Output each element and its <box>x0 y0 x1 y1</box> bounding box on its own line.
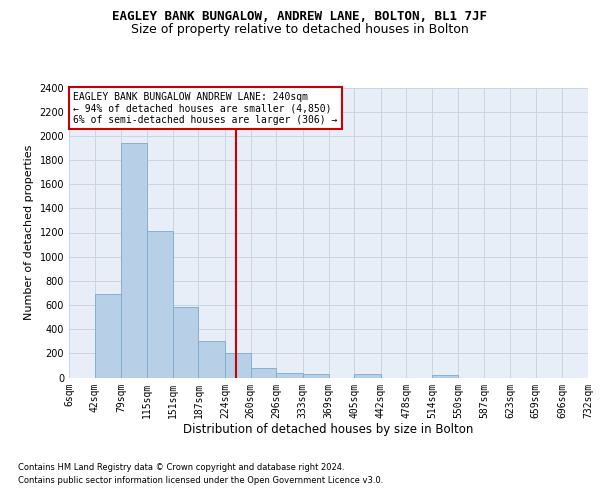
X-axis label: Distribution of detached houses by size in Bolton: Distribution of detached houses by size … <box>184 423 473 436</box>
Bar <box>121 143 147 378</box>
Text: Contains HM Land Registry data © Crown copyright and database right 2024.: Contains HM Land Registry data © Crown c… <box>18 464 344 472</box>
Bar <box>95 294 121 378</box>
Bar <box>277 373 303 378</box>
Bar <box>173 308 199 378</box>
Y-axis label: Number of detached properties: Number of detached properties <box>24 145 34 320</box>
Text: Contains public sector information licensed under the Open Government Licence v3: Contains public sector information licen… <box>18 476 383 485</box>
Bar <box>147 232 173 378</box>
Bar <box>432 376 458 378</box>
Text: Size of property relative to detached houses in Bolton: Size of property relative to detached ho… <box>131 22 469 36</box>
Bar <box>303 374 329 378</box>
Bar <box>354 374 380 378</box>
Bar <box>199 340 225 378</box>
Text: EAGLEY BANK BUNGALOW, ANDREW LANE, BOLTON, BL1 7JF: EAGLEY BANK BUNGALOW, ANDREW LANE, BOLTO… <box>113 10 487 23</box>
Text: EAGLEY BANK BUNGALOW ANDREW LANE: 240sqm
← 94% of detached houses are smaller (4: EAGLEY BANK BUNGALOW ANDREW LANE: 240sqm… <box>73 92 338 125</box>
Bar <box>225 354 251 378</box>
Bar <box>251 368 277 378</box>
Bar <box>588 376 600 378</box>
